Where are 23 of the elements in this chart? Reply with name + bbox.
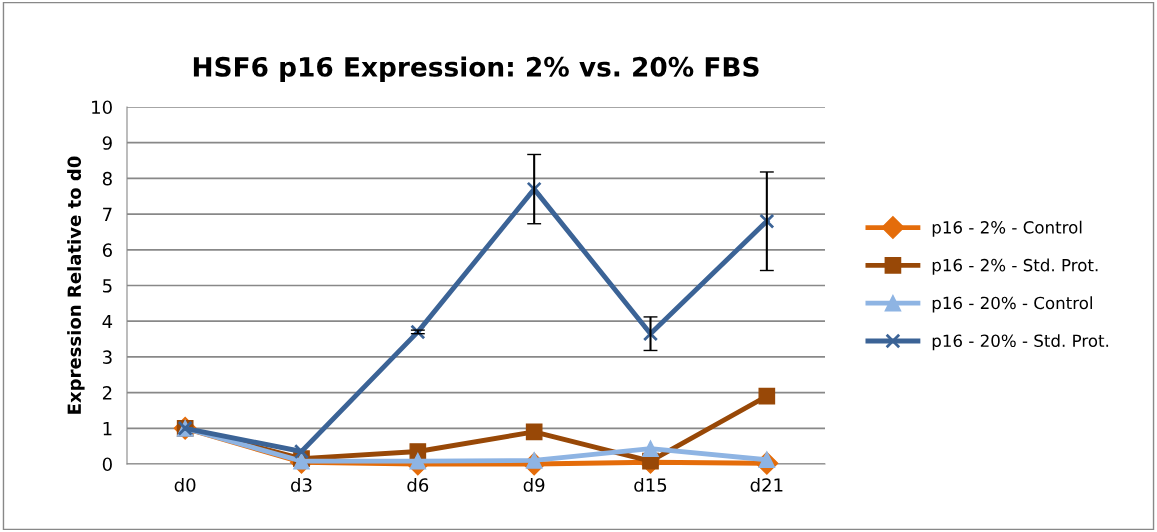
x-tick-label: d6 (407, 477, 429, 492)
legend-label: p16 - 2% - Control (932, 220, 1082, 237)
x-tick-label: d15 (634, 477, 667, 492)
legend-label: p16 - 20% - Std. Prot. (932, 334, 1109, 351)
y-tick-label: 2 (102, 386, 112, 400)
legend-label: p16 - 2% - Std. Prot. (932, 258, 1098, 275)
chart-title: HSF6 p16 Expression: 2% vs. 20% FBS (193, 56, 759, 82)
y-axis-title: Expression Relative to d0 (67, 156, 85, 414)
x-tick-label: d9 (523, 477, 545, 492)
y-tick-label: 3 (103, 350, 112, 365)
y-tick-label: 9 (102, 136, 112, 150)
y-tick-label: 6 (102, 243, 112, 257)
x-tick-label: d0 (174, 477, 196, 492)
y-tick-label: 10 (92, 100, 112, 115)
x-tick-label: d3 (291, 477, 312, 492)
y-tick-label: 1 (103, 422, 112, 436)
y-tick-label: 8 (102, 171, 112, 186)
y-tick-label: 4 (102, 314, 113, 329)
y-tick-label: 7 (103, 207, 112, 221)
x-tick-label: d21 (750, 477, 783, 492)
y-tick-label: 0 (102, 457, 112, 472)
legend-label: p16 - 20% - Control (932, 296, 1092, 313)
y-tick-label: 5 (103, 279, 112, 293)
